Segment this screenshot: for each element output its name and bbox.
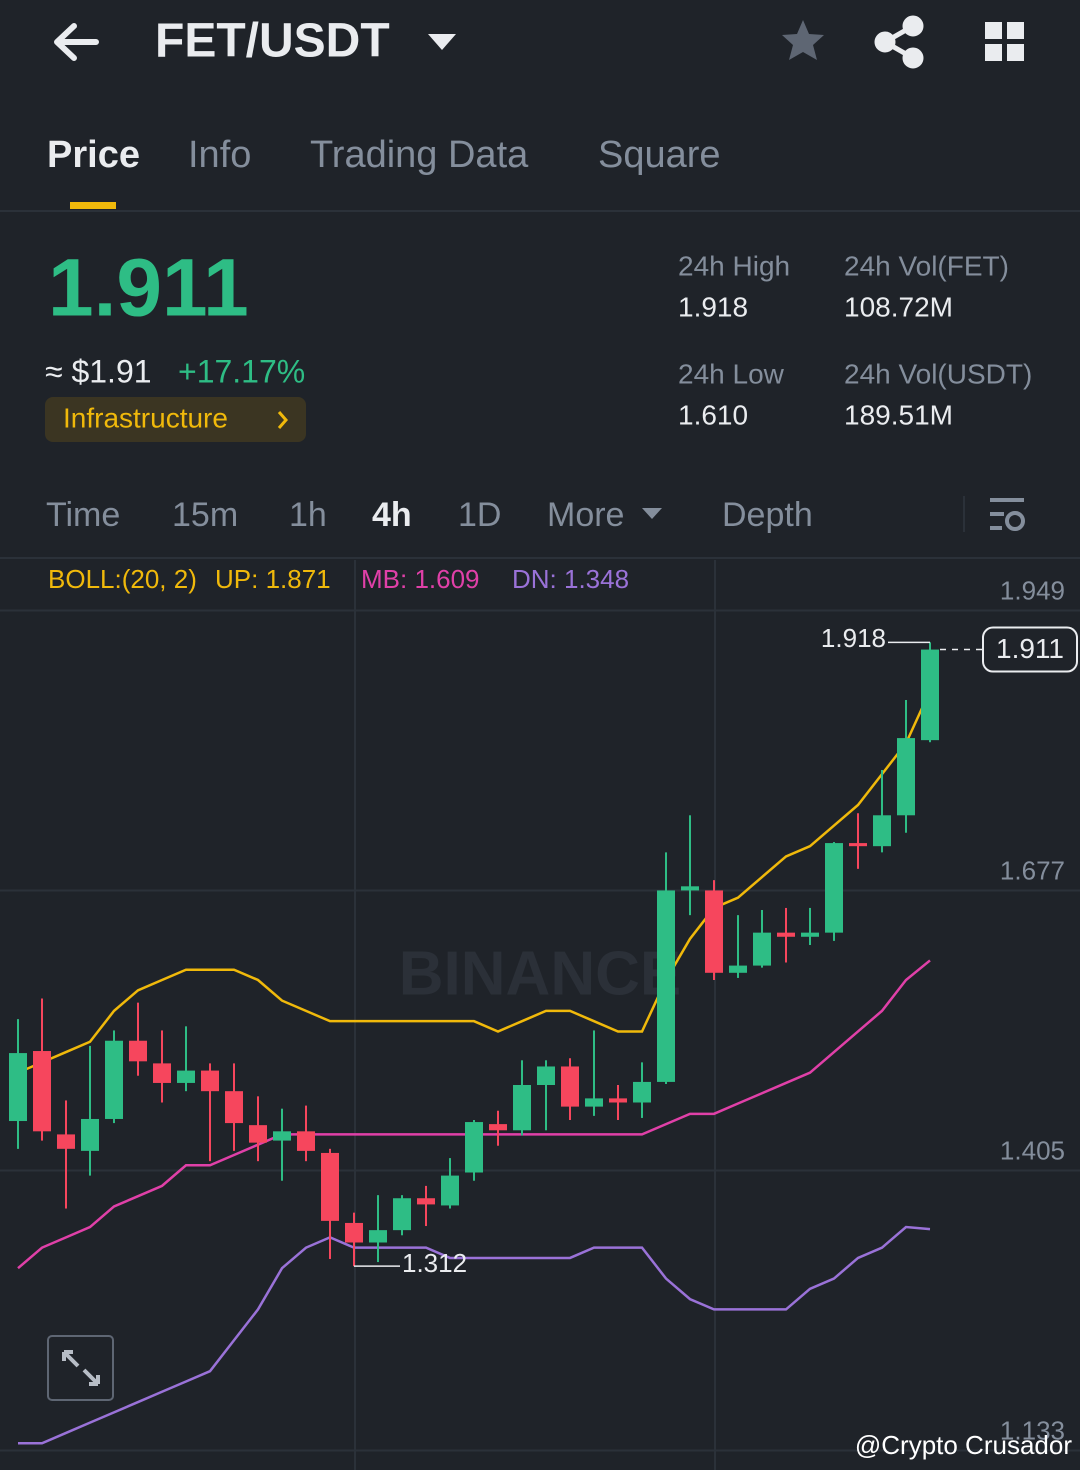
- favorite-icon[interactable]: [782, 20, 824, 60]
- candle-body: [633, 1081, 651, 1103]
- stat-label: 24h High: [678, 250, 790, 281]
- tab[interactable]: Price: [47, 134, 140, 176]
- candle-body: [801, 932, 819, 937]
- candle-body: [465, 1122, 483, 1173]
- tag-pill[interactable]: [45, 397, 306, 442]
- candle-body: [225, 1091, 243, 1124]
- stat-value: 1.918: [678, 291, 748, 322]
- candle-body: [81, 1118, 99, 1151]
- candle-body: [849, 843, 867, 847]
- interval[interactable]: 15m: [172, 496, 238, 534]
- credit: @Crypto Crusador: [855, 1430, 1072, 1460]
- candle-body: [273, 1131, 291, 1141]
- candle-body: [873, 815, 891, 847]
- watermark: BINANCE: [399, 939, 681, 1008]
- candle-body: [33, 1051, 51, 1132]
- legend-entry: BOLL:(20, 2): [48, 564, 197, 594]
- candle-body: [657, 890, 675, 1082]
- interval[interactable]: Depth: [722, 496, 813, 534]
- tab[interactable]: Info: [188, 134, 251, 176]
- tag-text[interactable]: Infrastructure: [63, 402, 228, 433]
- grid-icon[interactable]: [985, 22, 1024, 61]
- candle-body: [393, 1198, 411, 1231]
- more-caret[interactable]: [642, 508, 662, 519]
- candle-body: [345, 1222, 363, 1243]
- legend-entry: UP: 1.871: [215, 564, 331, 594]
- candle-body: [441, 1175, 459, 1206]
- y-tick-label: 1.405: [1000, 1135, 1065, 1165]
- candle-body: [705, 890, 723, 973]
- pair-caret[interactable]: [428, 34, 456, 50]
- bollinger-line: [17, 690, 932, 1074]
- tab-indicator: [70, 202, 116, 209]
- fiat-price: ≈ $1.91: [45, 353, 152, 389]
- candle-body: [489, 1124, 507, 1131]
- candle-body: [417, 1198, 435, 1205]
- tab[interactable]: Square: [598, 134, 721, 176]
- y-tick-label: 1.133: [1000, 1415, 1065, 1445]
- candle-body: [561, 1066, 579, 1107]
- legend-entry: DN: 1.348: [512, 564, 629, 594]
- interval[interactable]: 1h: [289, 496, 327, 534]
- last-price-tag: [982, 626, 1078, 673]
- divider: [0, 557, 1080, 559]
- candle-body: [513, 1085, 531, 1131]
- candle-body: [249, 1125, 267, 1143]
- stat-value: 1.610: [678, 399, 748, 430]
- tag-chevron[interactable]: [277, 411, 288, 429]
- candle-body: [297, 1131, 315, 1151]
- candle-body: [729, 965, 747, 973]
- candle-body: [129, 1040, 147, 1062]
- candle-body: [753, 932, 771, 966]
- chart: 1.949 1.677 1.405 1.133 BOLL:(20, 2) UP: 1.87…: [0, 560, 1080, 1470]
- y-tick-label: 1.949: [1000, 575, 1065, 605]
- legend-entry: MB: 1.609: [361, 564, 480, 594]
- interval[interactable]: 4h: [372, 496, 412, 534]
- candle-body: [153, 1063, 171, 1083]
- candle-body: [321, 1152, 339, 1221]
- interval[interactable]: Time: [46, 496, 120, 534]
- candle-body: [921, 649, 939, 741]
- divider: [963, 496, 965, 532]
- candle-body: [537, 1066, 555, 1085]
- bollinger-line: [18, 1225, 931, 1445]
- candle-body: [57, 1134, 75, 1149]
- candle-body: [897, 738, 915, 816]
- fullscreen-button[interactable]: [47, 1335, 114, 1401]
- candle-body: [585, 1098, 603, 1107]
- candle-body: [681, 886, 699, 891]
- tab[interactable]: Trading Data: [310, 134, 529, 176]
- candle-body: [369, 1230, 387, 1243]
- stat-value: 108.72M: [844, 291, 953, 322]
- interval[interactable]: More: [547, 496, 624, 534]
- last-price-label: 1.911: [996, 633, 1064, 664]
- y-tick-label: 1.677: [1000, 855, 1065, 885]
- last-price: 1.911: [48, 243, 249, 334]
- divider: [0, 210, 1080, 212]
- price-change: +17.17%: [178, 353, 305, 389]
- fullscreen-icon[interactable]: [62, 1350, 100, 1386]
- candle-body: [777, 932, 795, 937]
- share-icon[interactable]: [874, 15, 924, 69]
- candle-body: [9, 1053, 27, 1122]
- candle-body: [825, 843, 843, 933]
- stat-value: 189.51M: [844, 399, 953, 430]
- settings-icon[interactable]: [990, 498, 1025, 531]
- max-label: 1.918: [821, 623, 886, 653]
- back-button[interactable]: [54, 23, 99, 61]
- candle-body: [609, 1098, 627, 1103]
- interval[interactable]: 1D: [458, 496, 501, 534]
- candle-body: [177, 1070, 195, 1083]
- min-label: 1.312: [402, 1248, 467, 1278]
- stat-label: 24h Vol(FET): [844, 250, 1009, 281]
- stat-label: 24h Low: [678, 358, 785, 389]
- stat-label: 24h Vol(USDT): [844, 358, 1032, 389]
- pair-title[interactable]: FET/USDT: [155, 15, 390, 68]
- candle-body: [105, 1040, 123, 1119]
- candle-body: [201, 1070, 219, 1092]
